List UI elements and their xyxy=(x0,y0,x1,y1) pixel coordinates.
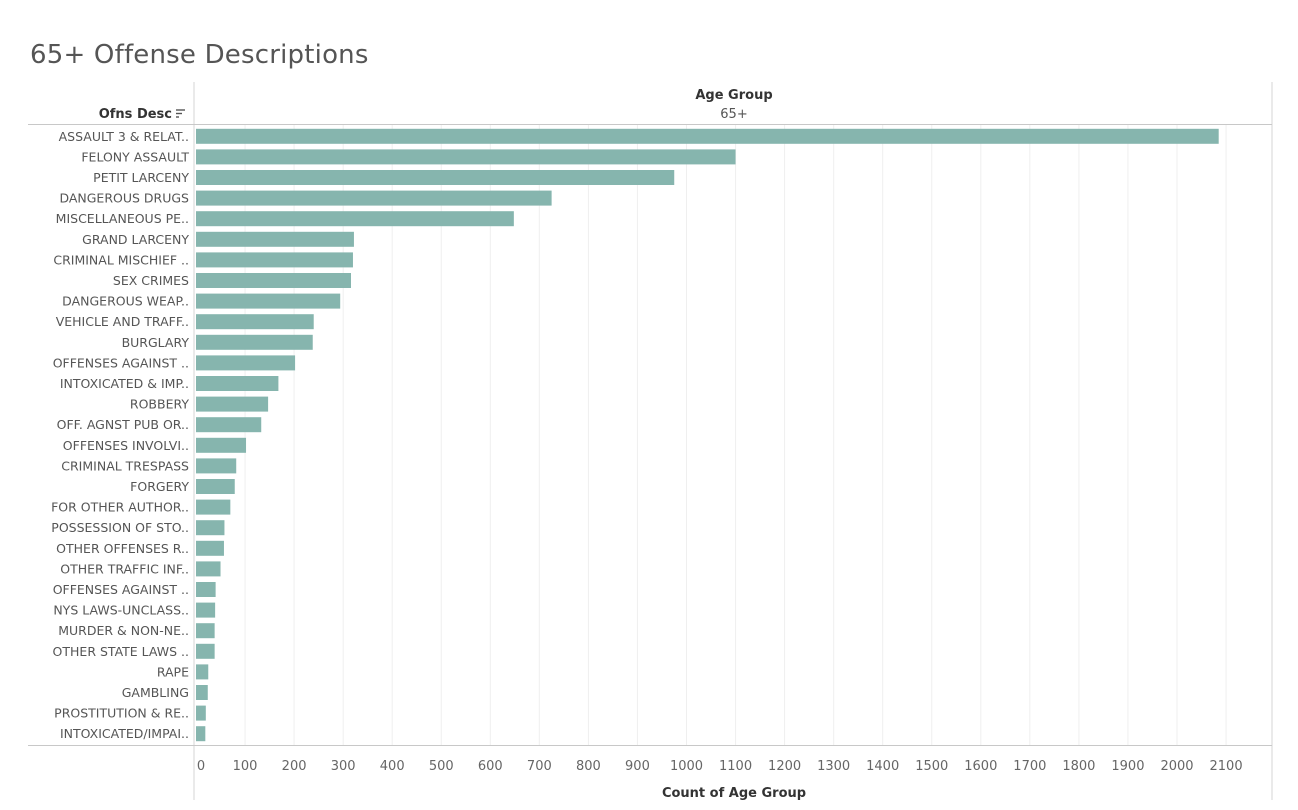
row-label: ROBBERY xyxy=(130,397,189,412)
bar[interactable] xyxy=(196,582,216,597)
row-label: GAMBLING xyxy=(122,685,189,700)
x-tick-label: 900 xyxy=(625,759,650,774)
bar[interactable] xyxy=(196,396,269,412)
row-label: DANGEROUS DRUGS xyxy=(59,191,189,206)
x-tick-label: 1700 xyxy=(1013,759,1046,774)
row-label: OFF. AGNST PUB OR.. xyxy=(57,417,189,432)
bar[interactable] xyxy=(196,190,552,206)
row-label: INTOXICATED & IMP.. xyxy=(60,376,189,391)
bars xyxy=(196,128,1219,742)
row-label: SEX CRIMES xyxy=(113,273,189,288)
x-tick-label: 1200 xyxy=(768,759,801,774)
x-tick-label: 400 xyxy=(380,759,405,774)
row-label: INTOXICATED/IMPAI.. xyxy=(60,726,189,741)
bar[interactable] xyxy=(196,705,206,721)
bar[interactable] xyxy=(196,170,675,185)
row-header-label: Ofns Desc xyxy=(99,107,172,122)
row-labels: ASSAULT 3 & RELAT.. FELONY ASSAULT PETIT L… xyxy=(51,129,189,741)
row-label: PROSTITUTION & RE.. xyxy=(54,706,189,721)
bar[interactable] xyxy=(196,540,224,556)
x-tick-label: 1100 xyxy=(719,759,752,774)
column-header-value: 65+ xyxy=(720,107,747,122)
bar[interactable] xyxy=(196,376,279,391)
bar[interactable] xyxy=(196,273,351,288)
bar[interactable] xyxy=(196,499,231,515)
x-tick-label: 800 xyxy=(576,759,601,774)
row-label: OTHER TRAFFIC INF.. xyxy=(60,561,189,576)
row-label: CRIMINAL MISCHIEF .. xyxy=(53,252,189,267)
x-tick-label: 1400 xyxy=(866,759,899,774)
row-label: PETIT LARCENY xyxy=(93,170,189,185)
row-label: NYS LAWS-UNCLASS.. xyxy=(53,603,189,618)
x-tick-label: 300 xyxy=(331,759,356,774)
row-label: VEHICLE AND TRAFF.. xyxy=(56,314,189,329)
bar[interactable] xyxy=(196,561,221,577)
bar[interactable] xyxy=(196,437,247,453)
row-label: FOR OTHER AUTHOR.. xyxy=(51,500,189,515)
bar[interactable] xyxy=(196,664,209,680)
bar[interactable] xyxy=(196,643,215,659)
x-tick-label: 2000 xyxy=(1160,759,1193,774)
row-label: GRAND LARCENY xyxy=(82,232,189,247)
bar[interactable] xyxy=(196,293,341,309)
bar[interactable] xyxy=(196,231,354,247)
bar[interactable] xyxy=(196,520,225,536)
x-tick-label: 200 xyxy=(282,759,307,774)
row-label: FORGERY xyxy=(130,479,189,494)
bar[interactable] xyxy=(196,417,262,433)
row-label: OFFENSES INVOLVI.. xyxy=(63,438,189,453)
page-title: 65+ Offense Descriptions xyxy=(30,40,369,70)
x-tick-label: 0 xyxy=(197,759,205,774)
sort-icon[interactable] xyxy=(176,109,185,118)
bar[interactable] xyxy=(196,314,314,330)
bar[interactable] xyxy=(196,252,353,268)
x-tick-label: 500 xyxy=(429,759,454,774)
row-label: OTHER STATE LAWS .. xyxy=(53,644,189,659)
x-tick-label: 1800 xyxy=(1062,759,1095,774)
bar[interactable] xyxy=(196,334,313,350)
x-axis-title: Count of Age Group xyxy=(662,786,806,801)
bar[interactable] xyxy=(196,602,216,618)
x-tick-label: 1000 xyxy=(670,759,703,774)
row-label: CRIMINAL TRESPASS xyxy=(61,458,189,473)
row-label: ASSAULT 3 & RELAT.. xyxy=(59,129,189,144)
grid-lines xyxy=(244,125,1227,745)
bar[interactable] xyxy=(196,355,296,371)
bar[interactable] xyxy=(196,479,235,494)
column-header-label: Age Group xyxy=(695,88,772,103)
row-label: OFFENSES AGAINST .. xyxy=(53,582,189,597)
x-tick-label: 1900 xyxy=(1111,759,1144,774)
row-label: RAPE xyxy=(157,664,189,679)
bar[interactable] xyxy=(196,128,1219,144)
row-label: OTHER OFFENSES R.. xyxy=(56,541,189,556)
x-axis-ticks: 0 100 200 300 400 500 600 700 800 900 1000 1100 1200… xyxy=(197,759,1243,774)
row-label: FELONY ASSAULT xyxy=(81,149,189,164)
bar[interactable] xyxy=(196,685,208,700)
x-tick-label: 2100 xyxy=(1210,759,1243,774)
x-tick-label: 700 xyxy=(527,759,552,774)
row-label: MURDER & NON-NE.. xyxy=(58,623,189,638)
bar[interactable] xyxy=(196,211,514,227)
bar[interactable] xyxy=(196,623,215,639)
x-tick-label: 600 xyxy=(478,759,503,774)
row-label: OFFENSES AGAINST .. xyxy=(53,355,189,370)
row-label: BURGLARY xyxy=(122,335,190,350)
x-tick-label: 1300 xyxy=(817,759,850,774)
row-label: DANGEROUS WEAP.. xyxy=(62,294,189,309)
x-tick-label: 1500 xyxy=(915,759,948,774)
bar[interactable] xyxy=(196,726,206,742)
x-tick-label: 100 xyxy=(233,759,258,774)
row-label: MISCELLANEOUS PE.. xyxy=(56,211,189,226)
x-tick-label: 1600 xyxy=(964,759,997,774)
row-label: POSSESSION OF STO.. xyxy=(51,520,189,535)
bar[interactable] xyxy=(196,458,237,474)
bar[interactable] xyxy=(196,149,736,165)
